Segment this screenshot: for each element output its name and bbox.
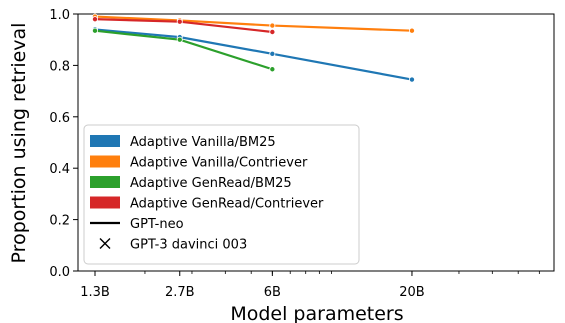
y-tick-label: 0.6: [49, 111, 70, 126]
legend-box: [83, 124, 360, 265]
data-point: [92, 16, 99, 23]
series-line: [94, 15, 412, 32]
y-axis-ticks: 0.0 0.2 0.4 0.6 0.8 1.0: [49, 8, 78, 280]
data-point: [269, 22, 276, 29]
x-axis-title: Model parameters: [230, 303, 403, 323]
legend-label: Adaptive Vanilla/Contriever: [130, 156, 308, 171]
data-point: [408, 76, 415, 83]
data-point: [269, 66, 276, 73]
legend-swatch: [90, 196, 120, 209]
series-line: [94, 18, 273, 34]
y-tick-label: 0.4: [49, 162, 70, 177]
x-tick-label: 2.7B: [165, 285, 195, 300]
legend-x-swatch: [99, 238, 111, 249]
y-axis-title: Proportion using retrieval: [8, 23, 30, 264]
x-tick-label: 20B: [399, 285, 424, 300]
data-point: [269, 28, 276, 35]
axes-frame: [77, 13, 555, 272]
legend-label: Adaptive Vanilla/BM25: [130, 135, 276, 150]
x-tick-label: 6B: [264, 285, 281, 300]
series-line: [94, 28, 413, 81]
x-tick-label: 1.3B: [80, 285, 110, 300]
data-point: [269, 50, 276, 57]
legend: Adaptive Vanilla/BM25 Adaptive Vanilla/Co…: [83, 124, 360, 265]
data-point: [408, 27, 415, 34]
y-tick-label: 0.8: [49, 59, 70, 74]
legend-swatch: [90, 135, 120, 147]
y-tick-label: 1.0: [49, 8, 70, 23]
data-point: [92, 27, 99, 34]
legend-label: Adaptive GenRead/Contriever: [130, 197, 324, 212]
legend-label: GPT-3 davinci 003: [130, 238, 247, 253]
legend-label: GPT-neo: [130, 217, 184, 232]
legend-swatch: [90, 176, 120, 188]
legend-swatch: [90, 155, 120, 168]
legend-label: Adaptive GenRead/BM25: [130, 176, 292, 191]
plot-frame: [77, 13, 555, 272]
series-group: [92, 13, 415, 83]
y-tick-label: 0.2: [49, 214, 70, 229]
data-point: [176, 18, 183, 25]
data-point: [176, 36, 183, 43]
y-tick-label: 0.0: [49, 265, 70, 280]
